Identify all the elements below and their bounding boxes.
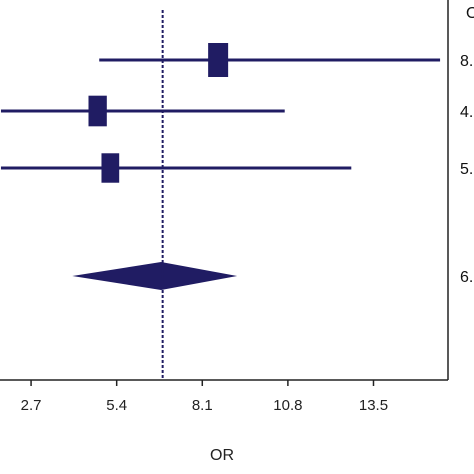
study-side-label: 8. [460,53,473,70]
plot-marks [0,43,441,290]
side-labels: 8. 4. 5. 6. [460,53,473,286]
study-side-label: 5. [460,161,473,178]
study-side-label: 4. [460,104,473,121]
x-tick-label: 10.8 [273,397,302,414]
x-axis-title: OR [210,447,234,464]
pooled-side-label: 6. [460,269,473,286]
column-header: O [466,5,474,22]
study-point-square [208,43,229,77]
study-point-square [101,153,120,183]
pooled-diamond [72,262,238,290]
x-tick-label: 13.5 [359,397,388,414]
x-tick-label: 2.7 [21,397,42,414]
study-point-square [88,95,107,127]
x-tick-label: 5.4 [106,397,127,414]
x-tick-label: 8.1 [192,397,213,414]
x-axis-ticks: 2.7 5.4 8.1 10.8 13.5 [21,380,388,414]
